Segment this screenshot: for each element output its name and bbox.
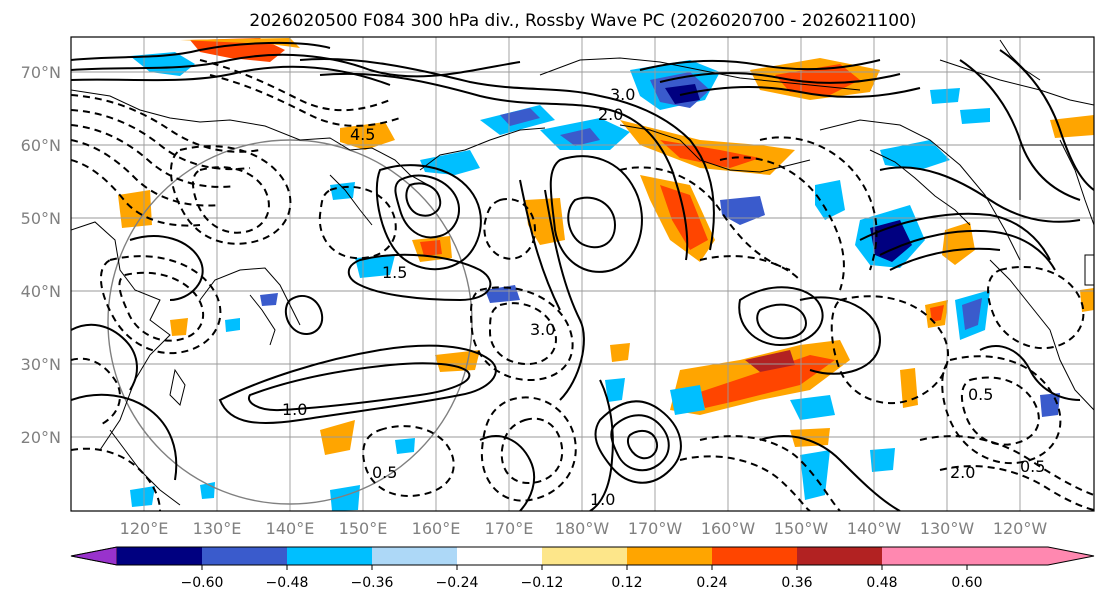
colorbar-extend-max-tip [1048, 547, 1094, 565]
figure-title: 2026020500 F084 300 hPa div., Rossby Wav… [249, 11, 916, 31]
colorbar-tick-label: −0.48 [266, 575, 309, 591]
lon-label: 180°W [555, 519, 610, 538]
contour-label: 3.0 [610, 85, 635, 104]
colorbar-tick-label: 0.48 [866, 575, 897, 591]
colorbar-segment [287, 547, 372, 565]
contour-label: 1.0 [282, 400, 307, 419]
lon-label: 120°W [993, 519, 1048, 538]
colorbar-tick-label: −0.60 [181, 575, 224, 591]
contour-label: 2.0 [598, 105, 623, 124]
colorbar-tick-label: −0.24 [436, 575, 479, 591]
map-panel: 0.5 1.0 3.0 4.5 1.5 2.0 0.5 3.0 1.0 2.0 … [70, 36, 1095, 512]
lat-label: 70°N [21, 63, 61, 82]
colorbar-tick-label: −0.36 [351, 575, 394, 591]
colorbar-extend-min [70, 546, 118, 566]
colorbar-segment [797, 547, 882, 565]
contour-label: 0.5 [372, 463, 397, 482]
contour-label: 0.5 [968, 385, 993, 404]
colorbar-segment [202, 547, 287, 565]
colorbar-ticks [201, 565, 968, 570]
longitude-labels: 120°E 130°E 140°E 150°E 160°E 170°E 180°… [120, 519, 1048, 538]
lat-label: 60°N [21, 136, 61, 155]
contour-labels: 0.5 1.0 3.0 4.5 1.5 2.0 0.5 3.0 1.0 2.0 … [282, 85, 1045, 509]
colorbar-tick-label: 0.36 [781, 575, 812, 591]
coastlines [71, 39, 1094, 506]
lon-label: 150°E [339, 519, 388, 538]
map-background [71, 37, 1094, 511]
colorbar-segment [712, 547, 797, 565]
contour-label: 4.5 [350, 125, 375, 144]
lat-label: 20°N [21, 428, 61, 447]
lon-label: 160°W [701, 519, 756, 538]
lat-label: 40°N [21, 282, 61, 301]
lon-label: 130°W [920, 519, 975, 538]
contours-negative [71, 59, 1094, 511]
contours-positive [71, 41, 1094, 511]
colorbar-segment [372, 547, 457, 565]
map-frame [70, 36, 1095, 512]
contour-label: 2.0 [950, 463, 975, 482]
lat-label: 30°N [21, 355, 61, 374]
lon-label: 150°W [774, 519, 829, 538]
lon-label: 120°E [120, 519, 169, 538]
lat-label: 50°N [21, 209, 61, 228]
colorbar-tick-label: 0.12 [611, 575, 642, 591]
contour-label: 1.5 [382, 263, 407, 282]
colorbar-tick-label: −0.12 [521, 575, 564, 591]
lon-label: 170°W [628, 519, 683, 538]
latitude-labels: 20°N 30°N 40°N 50°N 60°N 70°N [21, 63, 61, 447]
colorbar-tick-label: 0.24 [696, 575, 727, 591]
contour-label: 0.5 [1020, 457, 1045, 476]
lon-label: 130°E [193, 519, 242, 538]
contour-label: 1.0 [590, 490, 615, 509]
lon-label: 160°E [412, 519, 461, 538]
colorbar-outline [70, 546, 1095, 566]
colorbar-segment [542, 547, 627, 565]
colorbar: −0.60 −0.48 −0.36 −0.24 −0.12 0.12 0.24 … [70, 546, 1095, 591]
colorbar-tick-label: 0.60 [951, 575, 982, 591]
colorbar-segment [117, 547, 202, 565]
contour-label: 3.0 [530, 320, 555, 339]
lon-label: 140°E [266, 519, 315, 538]
lon-label: 140°W [847, 519, 902, 538]
colorbar-segment [882, 547, 967, 565]
colorbar-segment [627, 547, 712, 565]
colorbar-segment [967, 547, 1048, 565]
colorbar-segment [457, 547, 542, 565]
lon-label: 170°E [485, 519, 534, 538]
